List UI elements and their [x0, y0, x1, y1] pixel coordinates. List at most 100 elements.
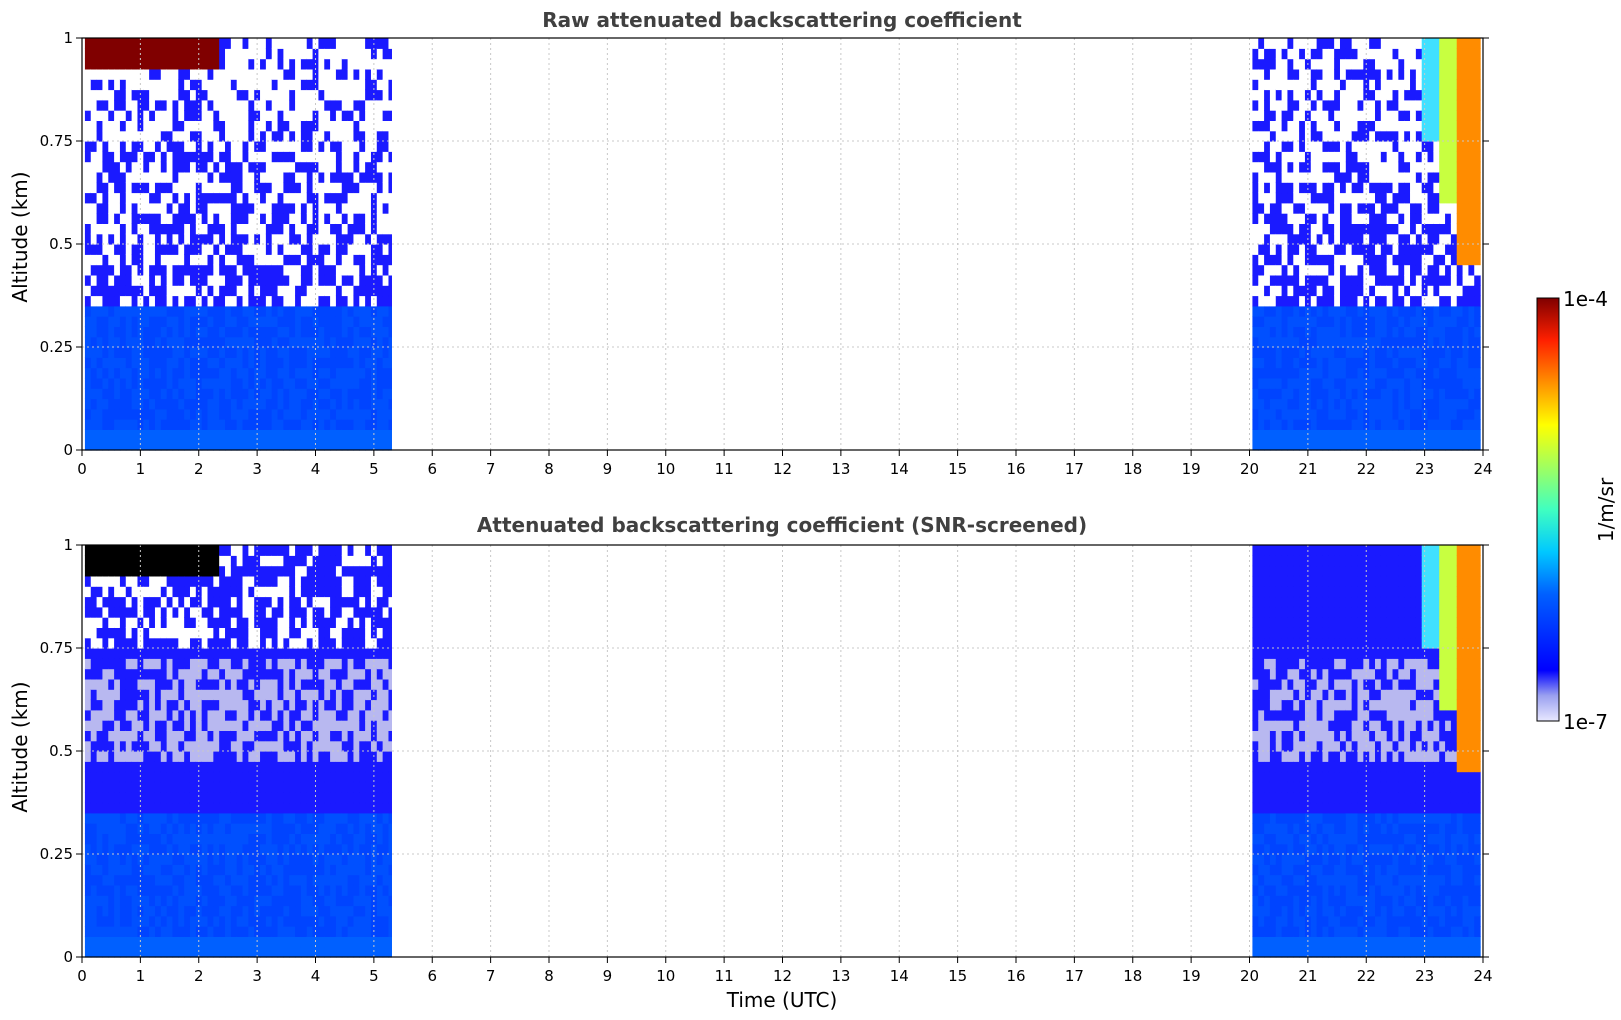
heatmap-cell [160, 648, 168, 659]
heatmap-cell [1386, 99, 1394, 111]
heatmap-cell [382, 254, 390, 266]
heatmap-cell [236, 316, 244, 327]
heatmap-cell [271, 419, 279, 430]
heatmap-cell [283, 151, 290, 163]
heatmap-cell [330, 244, 337, 255]
heatmap-cell [137, 336, 144, 348]
heatmap-cell [189, 740, 197, 752]
heatmap-cell [108, 223, 115, 235]
heatmap-cell [1410, 161, 1417, 173]
heatmap-cell [1322, 429, 1329, 441]
heatmap-cell [265, 254, 273, 266]
heatmap-cell [300, 336, 308, 348]
heatmap-cell [260, 182, 267, 194]
heatmap-cell [166, 130, 174, 142]
heatmap-cell [382, 171, 390, 183]
heatmap-cell [84, 388, 92, 400]
heatmap-cell [242, 781, 249, 793]
heatmap-cell [382, 408, 390, 420]
heatmap-cell [254, 305, 261, 317]
heatmap-cell [125, 884, 133, 896]
heatmap-cell [154, 658, 162, 670]
heatmap-cell [1322, 388, 1329, 400]
heatmap-cell [295, 408, 302, 420]
heatmap-cell [365, 161, 372, 173]
heatmap-cell [90, 864, 98, 876]
heatmap-cell [1252, 336, 1259, 348]
heatmap-cell [119, 823, 127, 834]
heatmap-cell [1410, 398, 1417, 410]
heatmap-cell [1439, 336, 1446, 348]
heatmap-cell [189, 336, 197, 348]
heatmap-cell [207, 316, 214, 327]
heatmap-cell [108, 182, 115, 194]
heatmap-cell [96, 38, 104, 49]
heatmap-cell [242, 555, 249, 567]
heatmap-cell [131, 182, 139, 194]
heatmap-cell [96, 130, 104, 142]
heatmap-cell [254, 648, 261, 659]
heatmap-cell [184, 874, 191, 886]
heatmap-cell [1304, 326, 1312, 338]
heatmap-cell [154, 388, 162, 400]
heatmap-cell [312, 347, 320, 358]
heatmap-cell [1398, 419, 1405, 430]
heatmap-cell [189, 316, 197, 327]
heatmap-cell [230, 833, 238, 845]
heatmap-cell [1445, 254, 1452, 266]
heatmap-cell [195, 110, 203, 121]
heatmap-cell [119, 689, 127, 701]
heatmap-cell [178, 545, 185, 556]
heatmap-cell [1316, 347, 1324, 358]
heatmap-cell [1386, 316, 1394, 327]
heatmap-cell [248, 637, 255, 649]
heatmap-cell [236, 668, 244, 680]
heatmap-cell [335, 223, 343, 235]
heatmap-cell [213, 398, 220, 410]
heatmap-cell [178, 58, 185, 70]
heatmap-cell [207, 812, 214, 824]
heatmap-cell [283, 377, 290, 389]
heatmap-cell [376, 305, 384, 317]
heatmap-cell [359, 120, 366, 132]
heatmap-cell [1322, 347, 1329, 358]
heatmap-cell [324, 408, 331, 420]
heatmap-cell [1468, 254, 1475, 266]
heatmap-cell [359, 192, 366, 204]
heatmap-cell [236, 606, 244, 618]
heatmap-cell [230, 347, 238, 358]
heatmap-cell [189, 130, 197, 142]
heatmap-cell [172, 833, 179, 845]
heatmap-cell [289, 110, 296, 121]
heatmap-cell [295, 316, 302, 327]
heatmap-cell [242, 68, 249, 80]
heatmap-cell [1275, 223, 1283, 235]
heatmap-cell [160, 565, 168, 577]
heatmap-cell [154, 575, 162, 587]
heatmap-cell [160, 771, 168, 783]
heatmap-cell [195, 336, 203, 348]
heatmap-cell [201, 182, 209, 194]
heatmap-cell [119, 326, 127, 338]
heatmap-cell [347, 388, 355, 400]
heatmap-cell [1398, 202, 1405, 214]
heatmap-cell [341, 192, 349, 204]
heatmap-cell [1310, 141, 1318, 152]
heatmap-cell [260, 233, 267, 245]
heatmap-cell [1404, 213, 1411, 224]
heatmap-cell [312, 274, 320, 286]
heatmap-cell [1410, 130, 1417, 142]
heatmap-cell [160, 792, 168, 804]
heatmap-cell [295, 182, 302, 194]
heatmap-cell [1299, 264, 1306, 276]
heatmap-cell [1445, 357, 1452, 369]
x-tick-label: 10 [656, 460, 675, 478]
heatmap-cell [365, 202, 372, 214]
heatmap-cell [1474, 151, 1481, 163]
heatmap-cell [1404, 79, 1411, 91]
heatmap-cell [1427, 130, 1434, 142]
heatmap-cell [265, 408, 273, 420]
heatmap-cell [195, 305, 203, 317]
heatmap-cell [1357, 419, 1364, 430]
heatmap-cell [1392, 398, 1399, 410]
